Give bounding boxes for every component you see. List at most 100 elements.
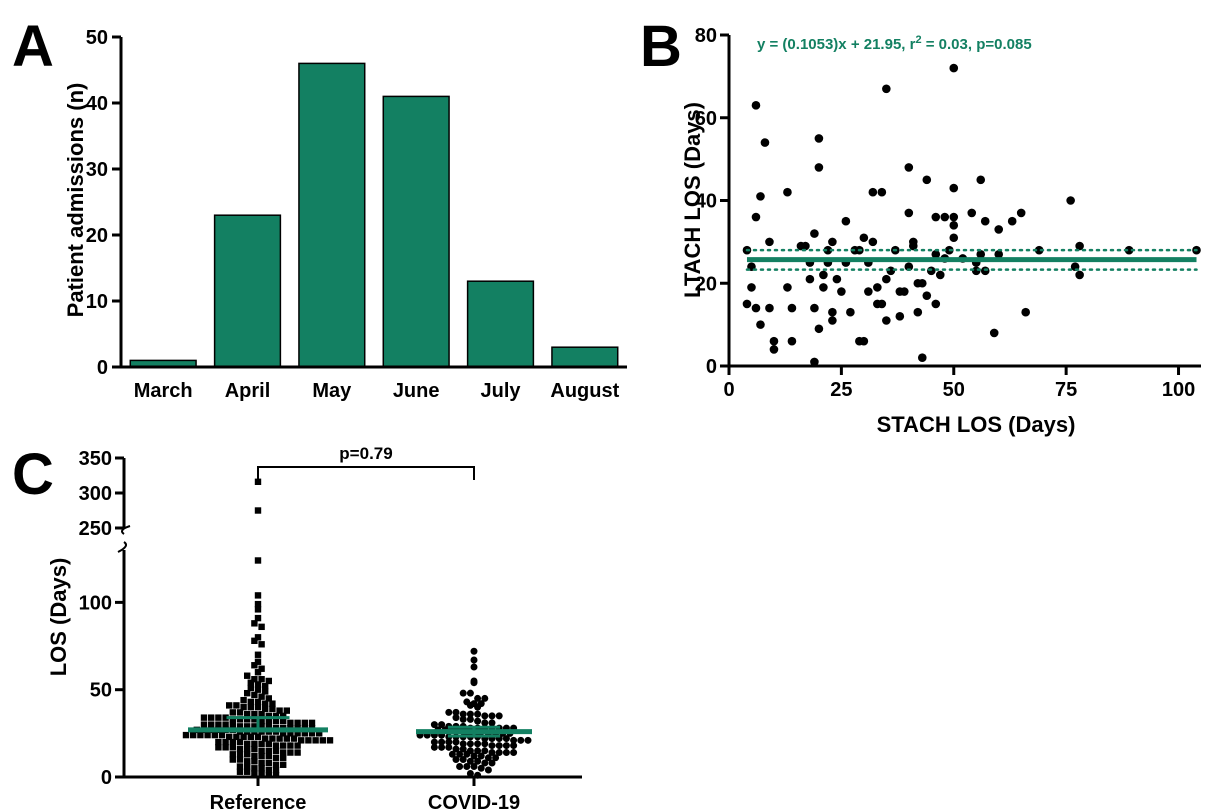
reference-point — [215, 738, 222, 746]
data-point — [873, 283, 882, 292]
reference-point — [218, 731, 226, 739]
y-tick-label: 300 — [79, 483, 112, 505]
panel-b-regression-annotation: y = (0.1053)x + 21.95, r2 = 0.03, p=0.08… — [757, 34, 1032, 53]
covid-point — [456, 750, 464, 758]
reference-point — [236, 738, 244, 746]
y-tick-label: 350 — [79, 448, 112, 470]
y-tick-label: 0 — [101, 767, 112, 789]
reference-point — [251, 710, 258, 718]
reference-point — [272, 766, 280, 774]
data-point — [801, 241, 810, 251]
y-tick-label: 0 — [97, 357, 108, 379]
data-point — [949, 63, 959, 73]
reference-point — [265, 766, 272, 774]
reference-point — [272, 754, 280, 761]
reference-point — [254, 703, 262, 711]
reference-point — [236, 716, 244, 723]
reference-point — [287, 730, 294, 737]
covid-point — [459, 745, 467, 753]
data-point — [1075, 241, 1084, 251]
covid-point — [470, 663, 478, 671]
y-tick-label: 60 — [695, 108, 717, 130]
reference-point — [272, 742, 280, 749]
reference-point — [229, 756, 236, 763]
reference-point — [244, 740, 251, 748]
reference-point — [208, 714, 215, 721]
data-point — [832, 274, 842, 284]
reference-point — [258, 747, 265, 755]
data-point — [783, 187, 792, 197]
data-point — [841, 216, 851, 226]
reference-point — [258, 740, 265, 748]
covid-point — [474, 710, 482, 718]
data-point — [810, 357, 819, 367]
panel-b: B 0 20 40 60 80 0 25 50 75 100 LTACH LOS (Days) S… — [640, 14, 1201, 437]
reference-point — [204, 731, 211, 739]
covid-point — [481, 719, 489, 727]
reference-point — [244, 672, 251, 679]
reference-point — [265, 712, 272, 720]
reference-point — [283, 735, 290, 742]
reference-point — [269, 705, 276, 713]
covid-point — [524, 736, 532, 744]
reference-point — [262, 700, 269, 707]
data-point — [900, 287, 909, 296]
covid-point — [466, 715, 474, 723]
data-point — [949, 212, 959, 222]
reference-point — [280, 761, 287, 768]
reference-point — [251, 691, 258, 699]
data-point — [828, 237, 837, 247]
reference-point — [316, 730, 323, 737]
x-tick-label: 0 — [723, 379, 734, 401]
reference-point — [222, 744, 229, 751]
panel-a-y-ticks: 0 10 20 30 40 50 — [86, 27, 121, 379]
reference-point — [182, 731, 190, 739]
data-point — [756, 320, 765, 329]
covid-point — [488, 759, 496, 767]
reference-point — [265, 723, 272, 730]
covid-point — [481, 712, 489, 720]
reference-point — [326, 737, 334, 744]
panel-b-fit-line — [745, 248, 1198, 271]
data-point — [976, 249, 986, 259]
reference-point — [244, 723, 251, 730]
reference-point — [251, 637, 258, 644]
panel-c-axes — [117, 458, 582, 779]
data-point — [913, 307, 923, 317]
reference-point — [265, 752, 272, 760]
covid-point — [481, 759, 489, 767]
reference-point — [272, 717, 280, 725]
panel-c-ticks: 0 50 100 250 300 350 Reference COVID-19 — [79, 448, 521, 811]
reference-point — [294, 719, 301, 727]
reference-point — [301, 730, 308, 737]
panel-c: C 0 50 100 250 300 350 Reference COVID-19 LOS (… — [12, 442, 582, 811]
covid-point — [445, 743, 453, 751]
covid-point — [466, 701, 474, 709]
reference-point — [244, 768, 251, 775]
data-point — [926, 266, 936, 276]
reference-point — [240, 696, 247, 704]
reference-point — [308, 730, 316, 737]
data-point — [837, 287, 846, 296]
reference-point — [308, 719, 316, 727]
reference-point — [208, 721, 215, 728]
covid-point — [430, 721, 438, 729]
covid-point — [474, 703, 482, 711]
reference-point — [236, 709, 244, 716]
covid-point — [470, 647, 478, 655]
reference-point — [265, 747, 272, 755]
panel-b-x-axis-label: STACH LOS (Days) — [877, 412, 1076, 437]
reference-point — [247, 679, 254, 686]
covid-point — [470, 763, 478, 771]
panel-letter-a: A — [12, 14, 54, 79]
y-tick-label: 50 — [90, 680, 112, 702]
axis-break-mark — [117, 541, 127, 553]
bar-july — [466, 280, 535, 368]
covid-point — [481, 740, 489, 748]
data-point — [922, 291, 932, 300]
reference-point — [233, 733, 240, 741]
reference-point — [294, 742, 301, 749]
reference-point — [251, 662, 258, 669]
reference-point — [240, 703, 247, 711]
x-tick-label: July — [480, 380, 521, 402]
